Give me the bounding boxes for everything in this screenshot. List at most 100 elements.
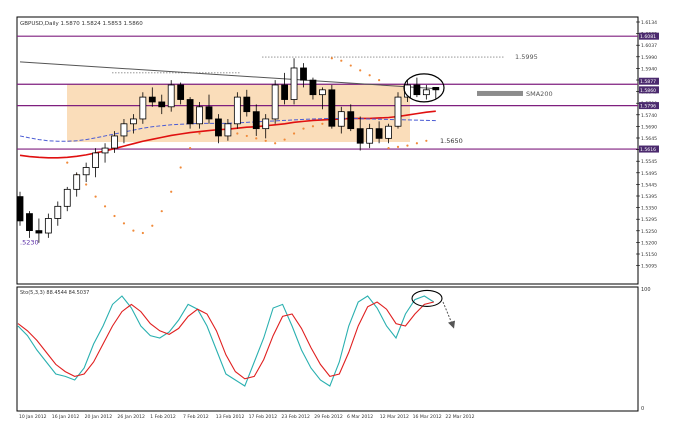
x-tick-label: 26 Jan 2012: [117, 414, 145, 420]
y-axis-layer: 1.61341.60821.60371.59901.59401.58851.58…: [636, 20, 659, 270]
y-tick-label: 1.5690: [641, 124, 657, 130]
price-label-bg: [639, 86, 659, 94]
sma200-marker: [477, 90, 523, 96]
stoch-axis-bottom: 0: [641, 406, 644, 412]
sar-dot: [66, 161, 69, 164]
bearish-candle: [375, 128, 383, 139]
y-tick-label: 1.5250: [641, 229, 657, 235]
bullish-candle: [196, 106, 203, 125]
sar-dot: [311, 125, 315, 128]
x-tick-label: 10 Jan 2012: [19, 414, 47, 420]
price-label-bg: [639, 102, 659, 110]
candles-layer: [16, 58, 440, 243]
x-tick-label: 1 Feb 2012: [150, 414, 176, 420]
bearish-candle: [252, 111, 260, 130]
bullish-candle: [129, 118, 137, 125]
bullish-candle: [101, 147, 109, 154]
sar-dot: [292, 132, 296, 135]
y-tick-label: 1.5200: [641, 240, 657, 246]
bullish-candle: [73, 174, 81, 190]
price-label: 1.6081: [640, 34, 656, 40]
sar-dot: [189, 146, 192, 150]
x-tick-label: 23 Feb 2012: [281, 414, 310, 420]
bearish-candle: [281, 84, 289, 100]
sar-dot: [141, 231, 144, 235]
bullish-candle: [54, 205, 62, 219]
down-arrow-shaft: [442, 301, 453, 324]
y-tick-label: 1.5740: [641, 113, 657, 119]
x-tick-label: 7 Feb 2012: [183, 414, 209, 420]
highlight-ellipse-stochastic: [411, 289, 443, 307]
bearish-candle: [356, 128, 364, 144]
down-arrow-head: [448, 320, 455, 329]
sar-dot: [160, 210, 163, 213]
stochastic-main-line: [17, 295, 435, 387]
bullish-candle: [337, 111, 345, 127]
sar-dot: [283, 138, 286, 141]
price-label: 1.5860: [640, 88, 656, 94]
price-label-bg: [639, 77, 659, 85]
x-tick-label: 16 Mar 2012: [413, 414, 442, 420]
y-tick-label: 1.5095: [641, 264, 657, 270]
bearish-candle: [186, 99, 194, 125]
sar-dot: [151, 224, 154, 227]
bearish-candle: [177, 84, 185, 100]
stochastic-label: Sto(5,3,3) 88.4544 84.5037: [20, 290, 89, 296]
stochastic-layer: [17, 295, 435, 387]
bullish-candle: [111, 135, 118, 149]
sar-dot: [113, 214, 116, 218]
bullish-candle: [290, 67, 298, 100]
y-tick-label: 1.5445: [641, 182, 657, 188]
x-tick-label: 20 Jan 2012: [85, 414, 113, 420]
sar-dot: [378, 79, 381, 82]
chart-title: GBPUSD,Daily 1.5870 1.5824 1.5853 1.5860: [20, 21, 143, 27]
bullish-candle: [394, 96, 402, 127]
bearish-candle: [35, 230, 43, 234]
sar-dot: [340, 59, 343, 62]
annotations-layer: 1.5995 SMA200 1.5650 .5230: [20, 53, 553, 329]
sar-dot: [330, 57, 333, 60]
bearish-candle: [300, 67, 307, 81]
x-tick-label: 16 Jan 2012: [52, 414, 80, 420]
bearish-candle: [309, 79, 317, 96]
bearish-candle: [328, 89, 336, 127]
sar-dot: [274, 142, 277, 145]
sar-dot: [103, 205, 107, 208]
bearish-candle: [158, 101, 166, 108]
bullish-candle: [262, 118, 270, 130]
sma200-line: [19, 61, 436, 90]
price-label: 1.5616: [640, 147, 656, 153]
bullish-candle: [167, 84, 175, 108]
bullish-candle: [422, 89, 430, 96]
support-annotation: 1.5650: [440, 137, 463, 145]
sar-dot: [349, 64, 352, 67]
horizontal-lines-layer: [17, 35, 638, 150]
sar-dot: [255, 137, 258, 140]
y-tick-label: 1.5295: [641, 217, 657, 223]
bearish-candle: [205, 106, 213, 120]
sar-dot: [198, 132, 201, 135]
y-tick-label: 1.5350: [641, 206, 657, 212]
x-tick-label: 13 Feb 2012: [216, 414, 245, 420]
price-label: 1.5877: [640, 79, 656, 85]
bullish-candle: [233, 96, 241, 125]
y-tick-label: 1.5940: [641, 66, 657, 72]
bullish-candle: [63, 188, 71, 207]
bearish-candle: [16, 196, 24, 222]
y-tick-label: 1.5990: [641, 55, 657, 61]
sar-dot: [236, 132, 239, 135]
bearish-candle: [432, 86, 440, 91]
sar-dot: [132, 229, 135, 232]
y-tick-label: 1.5395: [641, 194, 657, 200]
x-tick-label: 29 Feb 2012: [314, 414, 343, 420]
stochastic-panel-frame: [16, 286, 639, 412]
bullish-candle: [385, 125, 392, 139]
y-tick-label: 1.6134: [641, 20, 657, 26]
bullish-candle: [139, 96, 147, 120]
bearish-candle: [243, 96, 251, 113]
y-tick-label: 1.5495: [641, 171, 657, 177]
sar-dot: [245, 134, 248, 138]
y-tick-label: 1.5545: [641, 159, 657, 165]
highlight-ellipse-price: [403, 73, 445, 103]
sar-dot: [94, 195, 97, 198]
